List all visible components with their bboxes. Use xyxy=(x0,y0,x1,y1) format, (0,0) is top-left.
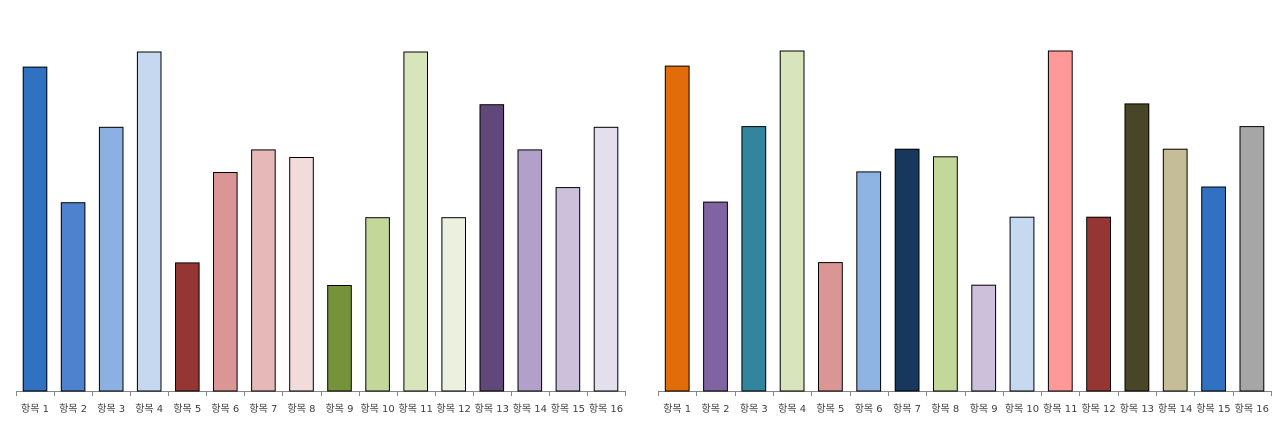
x-tick-label: 항목 12 xyxy=(1081,403,1115,415)
bar-3 xyxy=(98,126,124,392)
x-tick-label: 항목 14 xyxy=(1158,403,1192,415)
bar-9 xyxy=(971,284,997,392)
bar-10 xyxy=(1009,216,1035,392)
bar-2 xyxy=(60,202,86,392)
x-tick-label: 항목 10 xyxy=(360,403,394,415)
bar-11 xyxy=(403,51,428,392)
bar-15 xyxy=(555,187,581,392)
x-tick-label: 항목 3 xyxy=(740,403,768,415)
x-tick-label: 항목 8 xyxy=(931,403,959,415)
x-tick-label: 항목 12 xyxy=(437,403,471,415)
x-tick-label: 항목 16 xyxy=(589,403,623,415)
x-tick-label: 항목 5 xyxy=(173,403,201,415)
x-tick-label: 항목 13 xyxy=(1120,403,1154,415)
x-tick-label: 항목 3 xyxy=(97,403,125,415)
bar-4 xyxy=(136,51,162,392)
x-tick-label: 항목 14 xyxy=(513,403,547,415)
bar-5 xyxy=(175,262,200,392)
x-tick-label: 항목 1 xyxy=(663,403,691,415)
bar-2 xyxy=(703,201,728,392)
x-tick-label: 항목 2 xyxy=(59,403,87,415)
x-tick-label: 항목 7 xyxy=(249,403,277,415)
bar-7 xyxy=(251,149,276,392)
x-tick-label: 항목 2 xyxy=(702,403,730,415)
bar-10 xyxy=(365,217,390,392)
bar-5 xyxy=(818,262,843,392)
x-tick-label: 항목 1 xyxy=(21,403,49,415)
x-tick-label: 항목 11 xyxy=(1043,403,1077,415)
x-tick-label: 항목 6 xyxy=(211,403,239,415)
x-tick-label: 항목 8 xyxy=(288,403,316,415)
bar-12 xyxy=(1086,216,1111,392)
x-tick-label: 항목 15 xyxy=(1196,403,1230,415)
bar-9 xyxy=(327,285,352,392)
bar-14 xyxy=(517,149,543,392)
x-tick-label: 항목 9 xyxy=(970,403,998,415)
bar-15 xyxy=(1201,186,1226,392)
x-tick-label: 항목 4 xyxy=(135,403,163,415)
bar-16 xyxy=(593,126,619,392)
bar-12 xyxy=(441,217,466,392)
x-tick-label: 항목 7 xyxy=(893,403,921,415)
bar-1 xyxy=(664,65,690,392)
bar-chart-left: 항목 1 항목 2 항목 3 항목 4 항목 5 항목 6 항목 7 항목 8 항목 9 항목 1… xyxy=(16,51,626,415)
bar-8 xyxy=(289,157,314,392)
bar-8 xyxy=(933,156,958,392)
x-tick-label: 항목 9 xyxy=(326,403,354,415)
x-tick-label: 항목 11 xyxy=(399,403,433,415)
x-tick-label: 항목 5 xyxy=(816,403,844,415)
x-tick-label: 항목 10 xyxy=(1005,403,1039,415)
bar-16 xyxy=(1239,126,1265,392)
x-tick-label: 항목 4 xyxy=(778,403,806,415)
bar-1 xyxy=(22,66,48,392)
bar-14 xyxy=(1162,148,1188,392)
bar-11 xyxy=(1047,50,1073,392)
bar-4 xyxy=(779,50,805,392)
bar-3 xyxy=(741,126,767,392)
bar-6 xyxy=(856,171,882,392)
x-tick-label: 항목 16 xyxy=(1235,403,1269,415)
x-tick-label: 항목 13 xyxy=(475,403,509,415)
bar-7 xyxy=(894,148,920,392)
x-tick-label: 항목 15 xyxy=(551,403,585,415)
x-tick-label: 항목 6 xyxy=(855,403,883,415)
bar-13 xyxy=(479,104,505,392)
bar-chart-right: 항목 1 항목 2 항목 3 항목 4 항목 5 항목 6 항목 7 항목 8 항목 9 항목 1… xyxy=(658,50,1272,415)
bar-6 xyxy=(213,172,238,392)
bar-13 xyxy=(1124,103,1150,392)
